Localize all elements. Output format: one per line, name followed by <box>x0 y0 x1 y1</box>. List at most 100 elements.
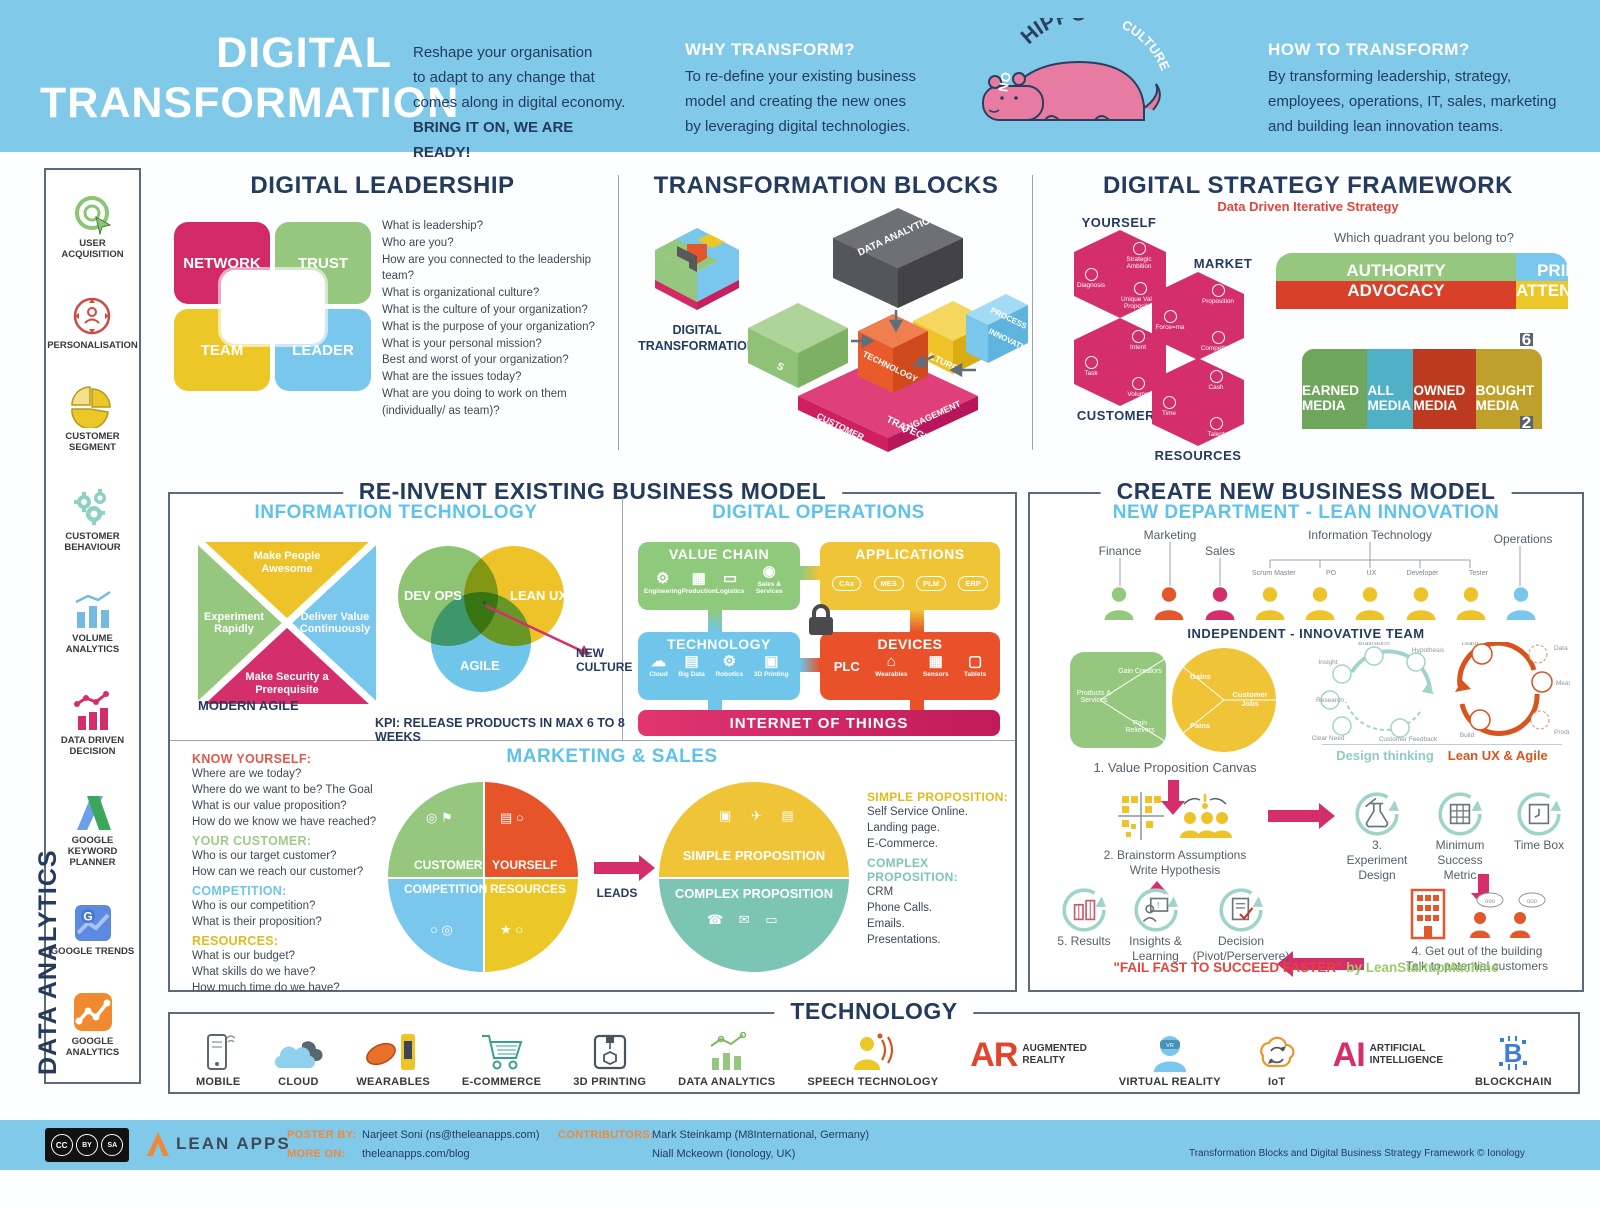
header-banner: DIGITAL TRANSFORMATION Reshape your orga… <box>0 0 1600 161</box>
sidebar-item-user-acquisition: USER ACQUISITION <box>61 193 124 260</box>
blog-link[interactable]: theleanapps.com/blog <box>362 1148 470 1160</box>
ar-letters: AR <box>970 1036 1018 1074</box>
person-tester <box>1456 587 1486 620</box>
framework-subtitle: Data Driven Iterative Strategy <box>1217 199 1399 214</box>
sidebar-item-data-driven-decision: DATA DRIVEN DECISION <box>61 690 124 757</box>
section-title: RE-INVENT EXISTING BUSINESS MODEL <box>342 478 843 505</box>
transformation-blocks-section: TRANSFORMATION BLOCKS DIGITAL TRANSFORMAT… <box>622 172 1030 457</box>
person-marketing <box>1154 587 1184 620</box>
hippo-arc-no: NO <box>995 70 1014 93</box>
divider <box>618 175 619 450</box>
step3-experiment-row: 3. Experiment Design Minimum Success Metri… <box>1342 790 1570 883</box>
section-title: TRANSFORMATION BLOCKS <box>653 172 999 199</box>
wearables-icon <box>366 1034 416 1070</box>
svg-text:Clear Need: Clear Need <box>1312 735 1345 742</box>
decision-item: Decision (Pivot/Perservere) <box>1193 886 1289 964</box>
digital-operations-diagram: VALUE CHAIN ⚙ Engineering ▦ Production ▭ Lo… <box>638 536 1000 736</box>
tech-item-wearables: WEARABLES <box>356 1022 430 1088</box>
mobile-icon <box>207 1034 236 1070</box>
sidebar-item-customer-behaviour: CUSTOMER BEHAVIOUR <box>64 488 121 553</box>
svg-text:Data: Data <box>1554 645 1568 652</box>
ops-heading: DIGITAL OPERATIONS <box>712 502 925 523</box>
sidebar-item-volume-analytics: VOLUME ANALYTICS <box>66 588 119 655</box>
reinvent-section: RE-INVENT EXISTING BUSINESS MODEL INFORM… <box>168 478 1017 994</box>
poster-author: Narjeet Soni (ns@theleanapps.com) <box>362 1129 540 1141</box>
tech-item-data-analytics: DATA ANALYTICS <box>678 1022 775 1088</box>
lean-apps-logo: LEAN APPS <box>145 1130 291 1158</box>
tech-item-vr: VR VIRTUAL REALITY <box>1119 1022 1221 1088</box>
minimum-success-metric-item: Minimum Success Metric <box>1421 790 1499 883</box>
tech-item-blockchain: B BLOCKCHAIN <box>1475 1022 1552 1088</box>
know-yourself-wheel: ◎ ⚑ ▤ ○ ○ ◎ ★ ○ CUSTOMER YOURSELF COMPET… <box>388 782 578 972</box>
person-sales <box>1205 587 1234 620</box>
value-proposition-canvas: Products & Services Gain Creators Pain R… <box>1060 642 1290 817</box>
section-title: TECHNOLOGY <box>774 998 974 1025</box>
arrow-down-icon <box>1161 780 1185 815</box>
results-item: 5. Results <box>1052 886 1116 964</box>
org-chart: Finance Marketing Sales Information Tech… <box>1050 528 1562 646</box>
svg-text:Measure: Measure <box>1556 680 1570 687</box>
google-analytics-icon <box>73 993 112 1032</box>
transformation-cube-icon <box>655 228 739 310</box>
google-keyword-planner-icon <box>76 795 111 830</box>
quadrant-question: Which quadrant you belong to? <box>1334 230 1514 245</box>
contributor-2: Niall Mckeown (Ionology, UK) <box>652 1148 796 1160</box>
hippo-arc-culture: CULTURE <box>1120 18 1173 73</box>
quadrant-diagram: Which quadrant you belong to? AUTHORITY … <box>1276 230 1572 429</box>
data-analytics-sidebar: DATA ANALYTICS USER ACQUISITION PERSONALI… <box>34 168 141 1084</box>
sidebar-item-google-trends: G GOOGLE TRENDS <box>51 903 134 957</box>
svg-text:ooo: ooo <box>1527 899 1538 905</box>
sidebar-vertical-title: DATA ANALYTICS <box>34 849 62 1075</box>
why-transform: WHY TRANSFORM? To re-define your existin… <box>685 40 916 135</box>
sidebar-item-google-keyword-planner: GOOGLE KEYWORD PLANNER <box>46 792 139 868</box>
data-driven-decision-icon <box>73 690 109 730</box>
fail-fast-quote: "FAIL FAST TO SUCCEED FASTER" by LeanSta… <box>1113 960 1499 975</box>
design-thinking-caption: Design thinking <box>1336 748 1434 763</box>
lock-icon <box>809 604 833 635</box>
section-title: CREATE NEW BUSINESS MODEL <box>1100 478 1512 505</box>
it-roles: Scrum Master PO UX Developer Tester <box>1252 570 1488 577</box>
hippo-head <box>982 85 1044 121</box>
know-yourself-block: KNOW YOURSELF: Where are we today? Where … <box>192 752 377 994</box>
blocks-diagram: DATA ANALYTICS STRATEGY CULTURE PROCESS … <box>748 208 1028 452</box>
person-scrum-master <box>1255 587 1285 620</box>
speech-icon <box>853 1033 893 1070</box>
owned-media-cell: OWNED MEDIA <box>1413 349 1476 429</box>
hippo-illustration: NO HIPPO CULTURE <box>982 18 1173 121</box>
svg-text:Brainstorm: Brainstorm <box>1358 642 1389 647</box>
experiment-icon <box>1355 792 1399 836</box>
step2-brainstorm: 2. Brainstorm Assumptions Write Hypothesi… <box>1085 790 1265 878</box>
arrow-right-icon <box>1268 803 1335 829</box>
tech-item-ecommerce: E-COMMERCE <box>462 1022 541 1088</box>
footer-bar: CC BY SA LEAN APPS POSTER BY: Narjeet So… <box>0 1120 1600 1170</box>
sticky-notes-icon <box>1118 792 1164 840</box>
advocacy-cell: ADVOCACY <box>1276 281 1516 309</box>
canvas-square: Products & Services Gain Creators Pain R… <box>1070 652 1166 748</box>
experiment-design-item: 3. Experiment Design <box>1342 790 1412 883</box>
analytics-bars-icon <box>710 1032 746 1070</box>
agile-circle <box>431 592 531 692</box>
inner-media-grid: EARNED MEDIA ALL MEDIA OWNED MEDIA BOUGH… <box>1302 349 1542 429</box>
tech-item-3d-printing: 3D PRINTING <box>573 1022 646 1088</box>
authority-cell: AUTHORITY <box>1276 253 1516 281</box>
it-heading: INFORMATION TECHNOLOGY <box>254 502 538 523</box>
canvas-caption: 1. Value Proposition Canvas <box>1093 760 1257 775</box>
leadership-grid: NETWORK TRUST TEAM LEADER Decentralized O… <box>174 222 371 391</box>
how-transform: HOW TO TRANSFORM? By transforming leader… <box>1268 40 1557 135</box>
hippo-tail <box>1143 83 1161 111</box>
svg-text:Hypothesis: Hypothesis <box>1412 647 1445 654</box>
new-culture-label: NEW CULTURE <box>576 646 633 674</box>
kpi-label: KPI: RELEASE PRODUCTS IN MAX 6 TO 8 WEEK… <box>375 716 625 744</box>
svg-text:Build: Build <box>1460 732 1475 739</box>
ai-letters: AI <box>1332 1036 1366 1074</box>
svg-text:Customer Feedback: Customer Feedback <box>1379 736 1438 742</box>
time-box-item: Time Box <box>1508 790 1570 883</box>
tech-item-ai: AI ARTIFICIAL INTELLIGENCE <box>1332 1036 1444 1074</box>
person-operations <box>1506 587 1536 620</box>
divider <box>1032 175 1033 450</box>
building-icon <box>1410 888 1446 940</box>
printer-3d-icon <box>593 1034 626 1070</box>
decision-icon <box>1219 888 1263 932</box>
arrow-left-icon <box>1277 951 1364 977</box>
